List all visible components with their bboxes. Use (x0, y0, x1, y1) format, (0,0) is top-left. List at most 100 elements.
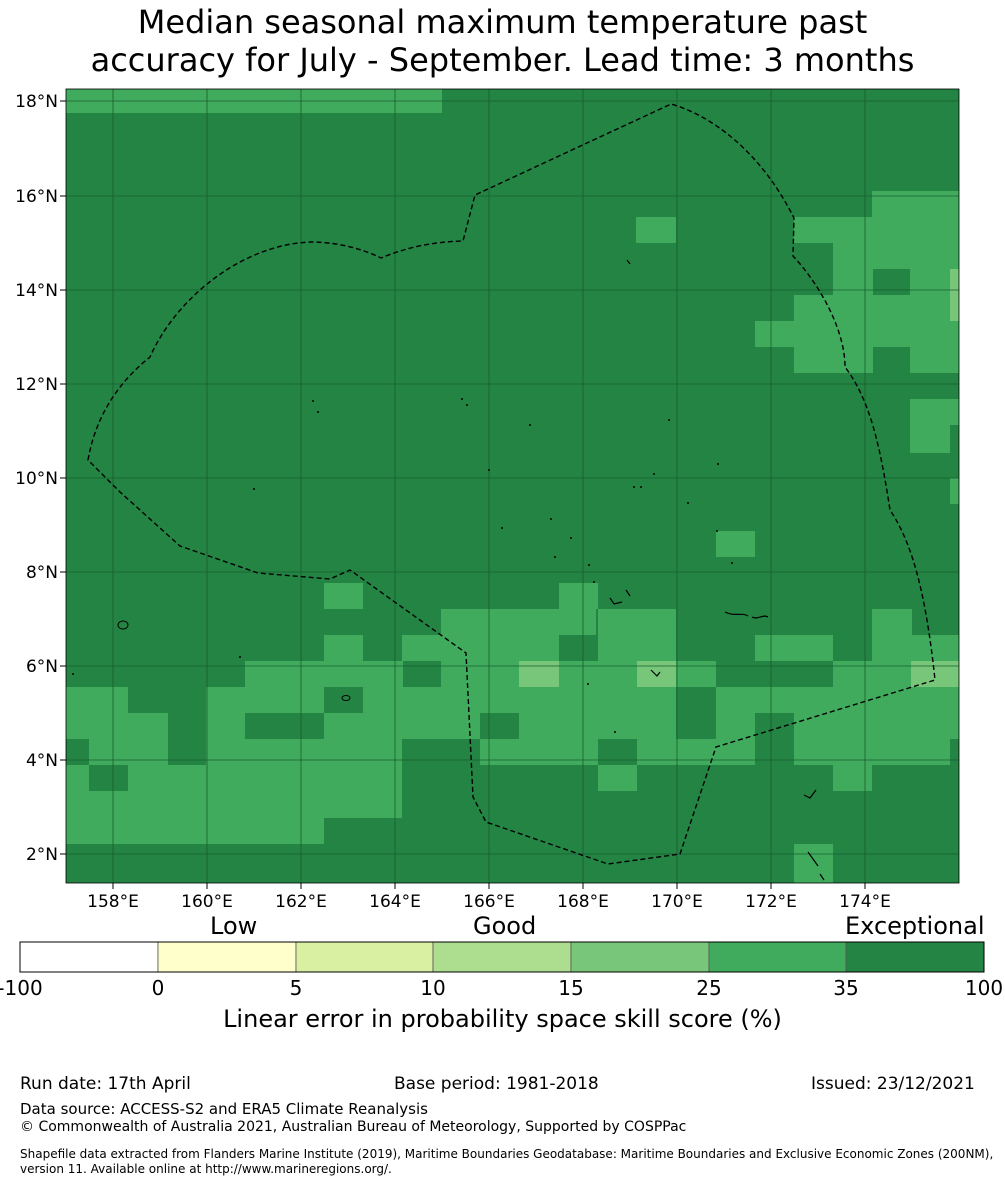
skill-cell (950, 739, 959, 765)
x-tick-label: 162°E (275, 892, 327, 912)
y-tick-label: 12°N (15, 375, 58, 395)
colorbar-segment (19, 941, 159, 973)
skill-cell (755, 635, 833, 661)
skill-cell (950, 269, 959, 321)
skill-cell (794, 713, 959, 739)
shapefile-credit-line-2: version 11. Available online at http://w… (20, 1162, 392, 1176)
graticule (66, 89, 959, 883)
skill-cell (910, 347, 959, 373)
colorbar (19, 941, 985, 973)
skill-cell (480, 739, 598, 765)
skill-cell (637, 739, 755, 765)
colorbar-word-low: Low (210, 912, 258, 940)
colorbar-segment (295, 941, 434, 973)
skill-cell (872, 635, 959, 661)
skill-cell (89, 739, 168, 765)
islet (554, 556, 556, 558)
islet (587, 683, 589, 685)
islet (716, 530, 718, 532)
island (626, 259, 631, 265)
skill-cell (716, 713, 755, 739)
skill-cell (480, 713, 519, 739)
skill-cell (363, 687, 442, 713)
skill-cell (833, 243, 959, 269)
skill-cell (950, 478, 959, 504)
skill-cell (66, 713, 168, 739)
skill-cell (637, 661, 676, 687)
x-tick-label: 168°E (557, 892, 609, 912)
colorbar-word-good: Good (473, 912, 537, 940)
colorbar-tick: 100 (964, 976, 1004, 1000)
skill-cell (66, 818, 324, 844)
skill-cell (441, 609, 596, 635)
skill-cell (245, 713, 324, 739)
y-tick-label: 2°N (26, 845, 58, 865)
skill-cell (598, 609, 676, 635)
x-tick-label: 174°E (839, 892, 891, 912)
islet (317, 411, 319, 413)
colorbar-segment (432, 941, 572, 973)
latitude-ticks: 18°N 16°N 14°N 12°N 10°N 8°N 6°N 4°N 2°N (15, 92, 66, 865)
skill-cell (559, 583, 598, 609)
skill-cell (833, 661, 911, 687)
colorbar-tick: 10 (420, 976, 446, 1000)
eez-boundary (87, 103, 936, 865)
skill-cell (755, 321, 959, 347)
skill-cell (519, 661, 559, 687)
run-date: Run date: 17th April (20, 1074, 191, 1094)
skill-cell (910, 399, 950, 453)
colorbar-frame (19, 941, 985, 973)
skill-cell (833, 765, 872, 791)
y-tick-label: 16°N (15, 187, 58, 207)
skill-cell (168, 713, 206, 765)
skill-cell (66, 791, 402, 818)
islet (550, 518, 552, 520)
copyright: © Commonwealth of Australia 2021, Austra… (20, 1119, 687, 1135)
islet (239, 656, 241, 658)
x-tick-label: 172°E (745, 892, 797, 912)
islet (570, 537, 572, 539)
skill-cell (206, 739, 402, 765)
skill-cell (324, 635, 363, 661)
skill-cell (519, 713, 676, 739)
skill-cell (128, 765, 402, 791)
island (724, 611, 769, 619)
skill-grid-cells (66, 89, 959, 883)
colorbar-word-exceptional: Exceptional (845, 912, 985, 940)
skill-cell (66, 765, 89, 791)
map-title-line-2: accuracy for July - September. Lead time… (90, 41, 915, 79)
skill-cell (402, 635, 559, 661)
x-tick-label: 166°E (463, 892, 515, 912)
colorbar-tick: 35 (833, 976, 859, 1000)
colorbar-segment (845, 941, 985, 973)
colorbar-tick: 25 (696, 976, 722, 1000)
skill-cell (794, 295, 959, 321)
skill-cell (716, 531, 755, 557)
x-tick-label: 164°E (369, 892, 421, 912)
island (803, 789, 825, 881)
island (117, 620, 129, 630)
x-tick-label: 170°E (651, 892, 703, 912)
islet (466, 404, 468, 406)
map-title-line-1: Median seasonal maximum temperature past (137, 3, 868, 41)
islet (687, 502, 689, 504)
skill-cell (441, 661, 519, 687)
islet (633, 486, 635, 488)
colorbar-segment (708, 941, 847, 973)
islet (488, 469, 490, 471)
eez-boundary-line (87, 103, 936, 865)
colorbar-segment (570, 941, 710, 973)
islet (593, 581, 595, 583)
skill-cell (794, 217, 959, 243)
islet (312, 400, 314, 402)
islet (668, 419, 670, 421)
islet (72, 673, 74, 675)
skill-cell (206, 687, 324, 713)
colorbar-tick: 0 (151, 976, 165, 1000)
colorbar-tick: 5 (289, 976, 303, 1000)
y-tick-label: 4°N (26, 751, 58, 771)
shapefile-credit-line-1: Shapefile data extracted from Flanders M… (20, 1147, 994, 1161)
colorbar-segment (157, 941, 297, 973)
islet (614, 731, 616, 733)
skill-cell (833, 269, 873, 295)
